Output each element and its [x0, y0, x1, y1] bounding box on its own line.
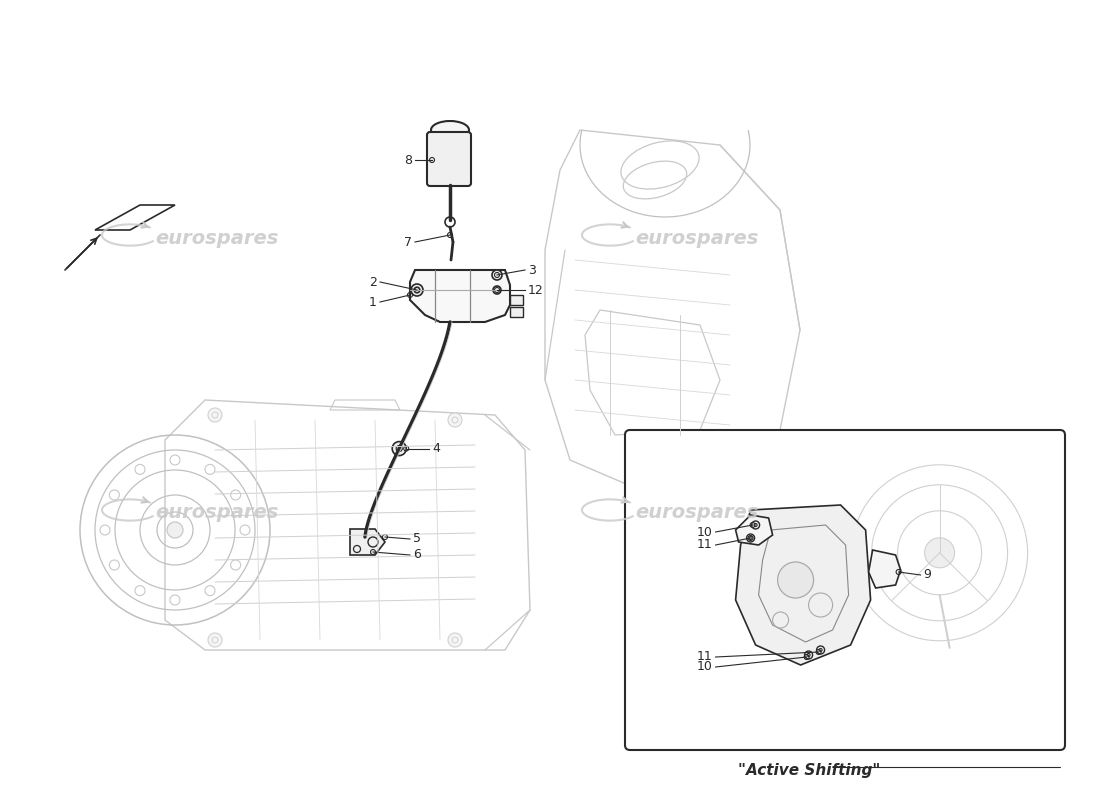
- Text: eurospares: eurospares: [155, 229, 278, 247]
- Text: 7: 7: [404, 235, 412, 249]
- Circle shape: [448, 633, 462, 647]
- Circle shape: [208, 408, 222, 422]
- Circle shape: [368, 537, 378, 547]
- Text: 5: 5: [412, 533, 421, 546]
- Text: eurospares: eurospares: [635, 229, 758, 247]
- Circle shape: [393, 442, 406, 455]
- Text: 10: 10: [696, 526, 713, 538]
- Polygon shape: [510, 307, 522, 317]
- Text: 8: 8: [404, 154, 412, 166]
- Circle shape: [492, 270, 502, 280]
- Text: 4: 4: [432, 442, 440, 455]
- Ellipse shape: [431, 121, 469, 139]
- Text: eurospares: eurospares: [155, 503, 278, 522]
- Text: eurospares: eurospares: [635, 503, 758, 522]
- Circle shape: [167, 522, 183, 538]
- Circle shape: [778, 562, 814, 598]
- Polygon shape: [736, 505, 870, 665]
- Circle shape: [411, 284, 424, 296]
- FancyBboxPatch shape: [427, 132, 471, 186]
- Circle shape: [208, 633, 222, 647]
- Text: 10: 10: [696, 661, 713, 674]
- Polygon shape: [350, 529, 385, 555]
- Text: 3: 3: [528, 263, 536, 277]
- Text: 6: 6: [412, 549, 421, 562]
- Text: 2: 2: [370, 275, 377, 289]
- Circle shape: [816, 646, 825, 654]
- FancyBboxPatch shape: [625, 430, 1065, 750]
- Text: 9: 9: [924, 569, 932, 582]
- Polygon shape: [410, 270, 510, 322]
- Text: 11: 11: [697, 650, 713, 663]
- Polygon shape: [510, 295, 522, 305]
- Text: 11: 11: [697, 538, 713, 551]
- Circle shape: [448, 413, 462, 427]
- Text: 1: 1: [370, 295, 377, 309]
- Circle shape: [751, 521, 760, 529]
- Circle shape: [747, 534, 755, 542]
- Text: "Active Shifting": "Active Shifting": [737, 763, 880, 778]
- Polygon shape: [736, 515, 772, 545]
- Text: 12: 12: [528, 283, 543, 297]
- Circle shape: [925, 538, 955, 568]
- Polygon shape: [869, 550, 901, 588]
- Circle shape: [493, 286, 500, 294]
- Circle shape: [804, 651, 813, 659]
